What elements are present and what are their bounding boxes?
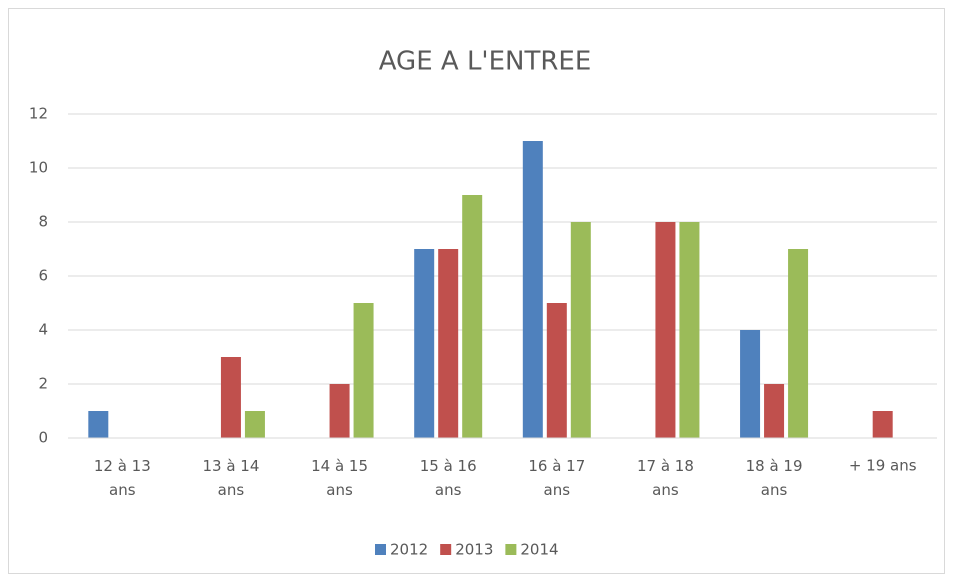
x-tick-label: 14 à 15 ans [311,457,368,499]
x-tick-label: 18 à 19 ans [746,457,803,499]
legend-label: 2012 [390,541,428,559]
legend-swatch [375,544,386,555]
x-tick-label: 13 à 14 ans [202,457,259,499]
chart-title: AGE A L'ENTREE [379,47,592,77]
legend-label: 2014 [520,541,558,559]
x-tick-label: 17 à 18 ans [637,457,694,499]
y-tick-label: 12 [29,105,48,123]
bar [764,384,785,438]
legend-swatch [440,544,452,555]
bar [655,222,676,438]
bar [329,384,350,438]
bar [462,195,483,438]
bar [740,330,761,438]
bar [522,141,543,438]
bar [788,249,809,438]
bar [438,249,459,438]
bar [88,411,109,438]
bar [244,411,265,438]
bar [414,249,435,438]
y-tick-label: 0 [38,429,48,447]
y-tick-label: 8 [38,213,48,231]
bar [220,357,241,438]
x-tick-label: 15 à 16 ans [420,457,477,499]
x-tick-label: + 19 ans [849,457,917,475]
y-tick-label: 6 [38,267,48,285]
bar [679,222,700,438]
y-tick-label: 2 [38,375,48,393]
bar [353,303,374,438]
bar [570,222,591,438]
x-tick-label: 16 à 17 ans [528,457,585,499]
bar [546,303,567,438]
y-tick-label: 10 [29,159,48,177]
x-tick-label: 12 à 13 ans [94,457,151,499]
y-tick-label: 4 [38,321,48,339]
legend-swatch [505,544,517,555]
legend-label: 2013 [455,541,493,559]
bar [872,411,893,438]
